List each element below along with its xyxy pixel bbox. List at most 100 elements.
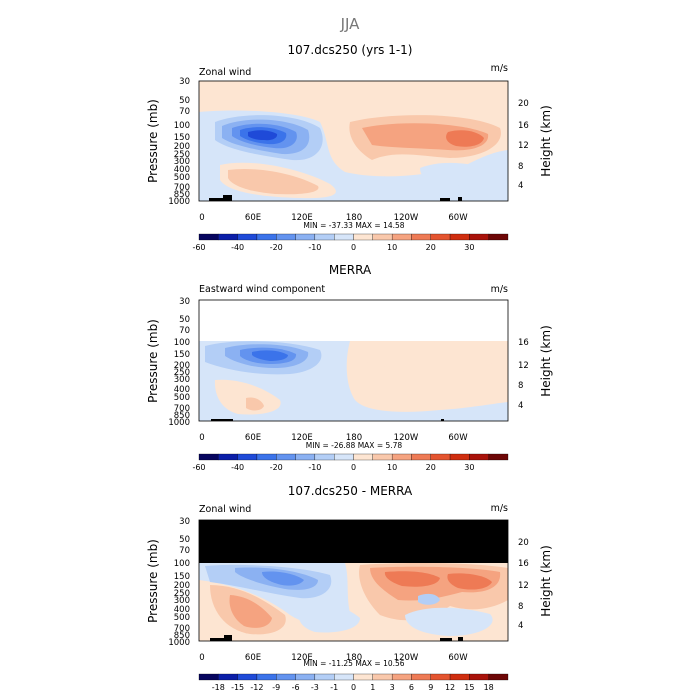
colorbar-label: -60 bbox=[192, 243, 205, 252]
panel-2-y2label: Height (km) bbox=[539, 325, 553, 396]
colorbar-label: -10 bbox=[308, 243, 321, 252]
panel-1-y2-ticks: 20 16 12 8 4 bbox=[518, 99, 529, 191]
panel-1-minmax: MIN = -37.33 MAX = 14.58 bbox=[303, 221, 404, 230]
panel-3-xtick: 180 bbox=[346, 653, 362, 663]
colorbar-box bbox=[334, 453, 354, 461]
panel-2-y-ticks: 30 50 70 100 150 200 250 300 400 500 700… bbox=[168, 297, 190, 428]
colorbar-box bbox=[411, 673, 431, 681]
panel-2-y2-ticks: 16 12 8 4 bbox=[518, 338, 529, 411]
panel-1-right-low-blue bbox=[420, 162, 491, 186]
colorbar-box bbox=[430, 453, 451, 461]
panel-1-field bbox=[199, 81, 508, 201]
colorbar-label: -20 bbox=[270, 463, 283, 472]
panel-3-frame bbox=[198, 519, 509, 642]
colorbar-box bbox=[334, 233, 354, 241]
panel-1-y2tick: 8 bbox=[518, 162, 523, 172]
colorbar-box bbox=[276, 673, 296, 681]
colorbar-label: 6 bbox=[409, 683, 414, 692]
panel-1-y2tick: 20 bbox=[518, 99, 529, 109]
panel-3-ytick: 50 bbox=[179, 535, 190, 545]
colorbar-label: 9 bbox=[428, 683, 433, 692]
panel-2-y2tick: 12 bbox=[518, 361, 529, 371]
colorbar-box bbox=[449, 673, 470, 681]
panel-1-ytick: 30 bbox=[179, 77, 190, 87]
colorbar-box bbox=[295, 453, 316, 461]
colorbar-box bbox=[237, 233, 258, 241]
panel-2-ytick: 150 bbox=[174, 350, 190, 360]
panel-3: 107.dcs250 - MERRA Zonal wind m/s Pres bbox=[146, 484, 553, 692]
panel-3-blue-upper-left-4 bbox=[262, 571, 304, 586]
panel-1-y-ticks: 30 50 70 100 150 200 250 300 400 500 700… bbox=[168, 77, 190, 207]
panel-1-right-jet-3 bbox=[446, 130, 484, 147]
panel-1-low-level-pos-2 bbox=[228, 168, 319, 195]
colorbar-box bbox=[314, 233, 335, 241]
colorbar-box bbox=[469, 233, 489, 241]
colorbar-label: -15 bbox=[231, 683, 244, 692]
panel-3-pos-right-3 bbox=[384, 571, 440, 587]
panel-3-ytick: 1000 bbox=[168, 638, 190, 648]
panel-3-y2tick: 8 bbox=[518, 602, 523, 612]
panel-3-blue-lower-middle bbox=[298, 604, 360, 633]
panel-3-xtick: 0 bbox=[199, 653, 204, 663]
panel-1-topography-1 bbox=[209, 198, 231, 201]
panel-2-topography-2 bbox=[441, 419, 444, 421]
colorbar-label: 3 bbox=[390, 683, 395, 692]
colorbar-box bbox=[391, 673, 412, 681]
panel-3-colorbar: -18 -15 -12 -9 -6 -3 -1 0 1 3 6 9 12 15 18 bbox=[198, 673, 509, 692]
panel-2-title: MERRA bbox=[329, 263, 372, 277]
panel-1-colorbar: -60 -40 -20 -10 0 10 20 30 bbox=[192, 233, 509, 252]
panel-3-xtick: 120W bbox=[394, 653, 419, 663]
panel-2-ytick: 30 bbox=[179, 297, 190, 307]
panel-1-ytick: 850 bbox=[174, 190, 190, 200]
panel-3-xtick: 60E bbox=[245, 653, 261, 663]
panel-3-ytick: 700 bbox=[174, 624, 190, 634]
panel-1-ytick: 1000 bbox=[168, 197, 190, 207]
panel-3-ytick: 200 bbox=[174, 581, 190, 591]
panel-2-x-ticks: 0 60E 120E 180 120W 60W bbox=[199, 433, 468, 443]
colorbar-box bbox=[218, 673, 238, 681]
panel-1-frame bbox=[198, 80, 509, 202]
panel-2-blue-jet-4 bbox=[252, 350, 288, 361]
panel-3-minmax: MIN = -11.25 MAX = 10.56 bbox=[303, 659, 404, 668]
colorbar-label: -18 bbox=[212, 683, 225, 692]
panel-2-colorbar: -60 -40 -20 -10 0 10 20 30 bbox=[192, 453, 509, 472]
colorbar-box bbox=[411, 453, 431, 461]
panel-3-masked-region bbox=[199, 520, 508, 563]
panel-1-ytick: 200 bbox=[174, 142, 190, 152]
panel-1-topography-2 bbox=[223, 195, 232, 201]
colorbar-box bbox=[430, 673, 451, 681]
panel-3-xtick: 60W bbox=[448, 653, 468, 663]
colorbar-label: 20 bbox=[426, 463, 436, 472]
panel-3-blue-right-small bbox=[418, 593, 440, 605]
panel-2-field bbox=[199, 300, 508, 421]
panel-2-y2tick: 8 bbox=[518, 381, 523, 391]
panel-2-minmax: MIN = -26.88 MAX = 5.78 bbox=[306, 441, 403, 450]
colorbar-box bbox=[237, 673, 258, 681]
panel-1-left-label: Zonal wind bbox=[199, 67, 251, 78]
panel-2-y2tick: 4 bbox=[518, 401, 523, 411]
colorbar-box bbox=[334, 673, 354, 681]
colorbar-box bbox=[276, 453, 296, 461]
panel-2-xtick: 0 bbox=[199, 433, 204, 443]
panel-3-field bbox=[199, 520, 508, 641]
panel-3-ytick: 400 bbox=[174, 605, 190, 615]
colorbar-box bbox=[353, 233, 373, 241]
panel-1-x-ticks: 0 60E 120E 180 120W 60W bbox=[199, 213, 468, 223]
panel-2-xtick: 60E bbox=[245, 433, 261, 443]
colorbar-label: 18 bbox=[484, 683, 494, 692]
panel-3-blue-right-low bbox=[405, 607, 493, 636]
panel-1-y2tick: 16 bbox=[518, 121, 529, 131]
panel-2-ytick: 70 bbox=[179, 326, 190, 336]
colorbar-box bbox=[372, 233, 393, 241]
panel-3-y2tick: 4 bbox=[518, 621, 523, 631]
colorbar-box bbox=[372, 453, 393, 461]
panel-3-title: 107.dcs250 - MERRA bbox=[288, 484, 413, 498]
panel-2-low-pos-1 bbox=[214, 379, 281, 415]
panel-1-ytick: 700 bbox=[174, 183, 190, 193]
colorbar-box bbox=[430, 233, 451, 241]
panel-1-topography-3 bbox=[440, 198, 450, 201]
colorbar-label: 1 bbox=[370, 683, 375, 692]
colorbar-label: -40 bbox=[231, 243, 244, 252]
panel-3-ytick: 70 bbox=[179, 546, 190, 556]
panel-2-ytick: 50 bbox=[179, 315, 190, 325]
